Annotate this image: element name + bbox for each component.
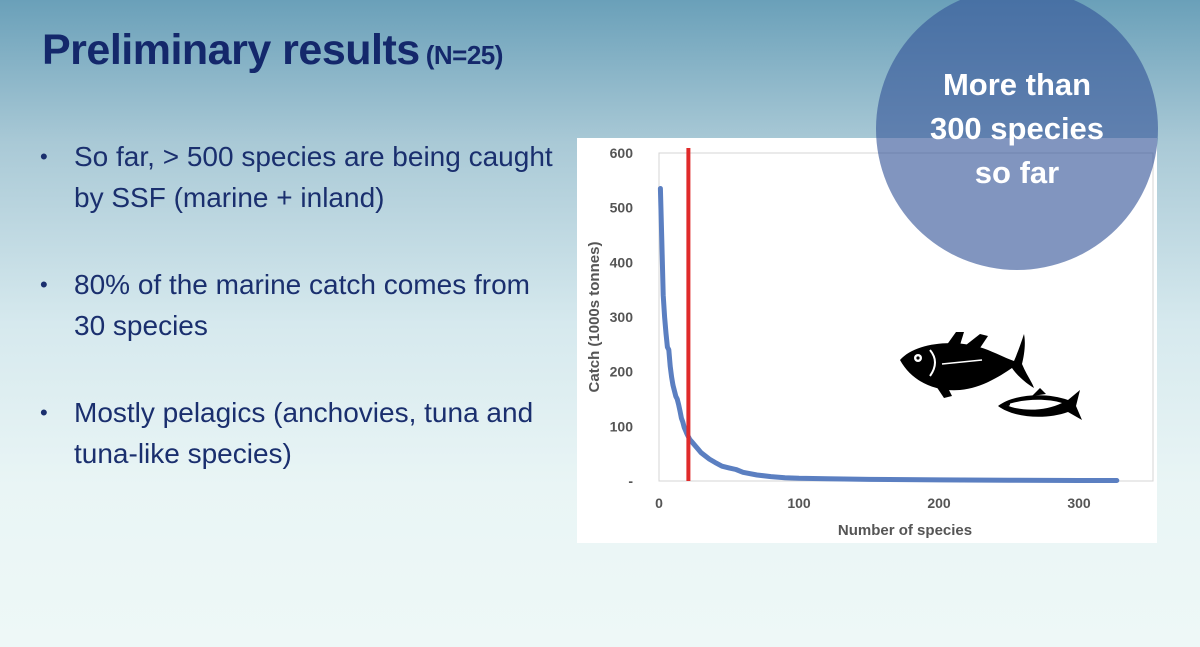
x-tick-label: 200 xyxy=(927,495,951,511)
callout-line: so far xyxy=(974,155,1060,190)
callout-line: 300 species xyxy=(929,111,1105,146)
x-tick-label: 0 xyxy=(655,495,663,511)
y-tick-label: 400 xyxy=(610,254,634,270)
bullet-text: Mostly pelagics (anchovies, tuna and tun… xyxy=(74,397,534,469)
fish-illustration xyxy=(900,332,1082,420)
tuna-icon xyxy=(900,332,1034,398)
catch-series-line xyxy=(657,186,1120,483)
y-axis-title: Catch (1000s tonnes) xyxy=(586,242,603,393)
y-tick-label: - xyxy=(628,473,633,489)
y-tick-label: 300 xyxy=(610,309,634,325)
callout-line: More than xyxy=(942,67,1092,102)
sardine-icon xyxy=(998,388,1082,420)
title-text: Preliminary results xyxy=(42,26,420,74)
y-tick-label: 600 xyxy=(610,145,634,161)
bullet-item: • Mostly pelagics (anchovies, tuna and tu… xyxy=(36,392,556,474)
y-tick-label: 100 xyxy=(610,418,634,434)
y-axis-ticks: - 100 200 300 400 500 600 xyxy=(610,145,634,489)
x-axis-title: Number of species xyxy=(838,522,972,539)
x-tick-label: 300 xyxy=(1067,495,1091,511)
bullet-item: • 80% of the marine catch comes from 30 s… xyxy=(36,264,556,346)
bullet-dot-icon: • xyxy=(40,272,48,297)
y-tick-label: 200 xyxy=(610,364,634,380)
bullet-dot-icon: • xyxy=(40,400,48,425)
x-axis-ticks: 0 100 200 300 xyxy=(655,495,1091,511)
bullet-text: So far, > 500 species are being caught b… xyxy=(74,141,553,213)
bullet-dot-icon: • xyxy=(40,144,48,169)
bullet-text: 80% of the marine catch comes from 30 sp… xyxy=(74,269,530,341)
bullet-item: • So far, > 500 species are being caught … xyxy=(36,136,556,218)
callout-circle: More than 300 species so far xyxy=(876,0,1158,270)
catch-chart: - 100 200 300 400 500 600 0 100 200 300 Number of… xyxy=(586,145,1154,539)
callout-text: More than 300 species so far xyxy=(930,63,1104,195)
bullet-list: • So far, > 500 species are being caught … xyxy=(36,136,556,520)
slide-title: Preliminary results (N=25) xyxy=(42,26,503,75)
sample-size-label: (N=25) xyxy=(425,40,504,70)
y-tick-label: 500 xyxy=(610,200,634,216)
x-tick-label: 100 xyxy=(787,495,811,511)
